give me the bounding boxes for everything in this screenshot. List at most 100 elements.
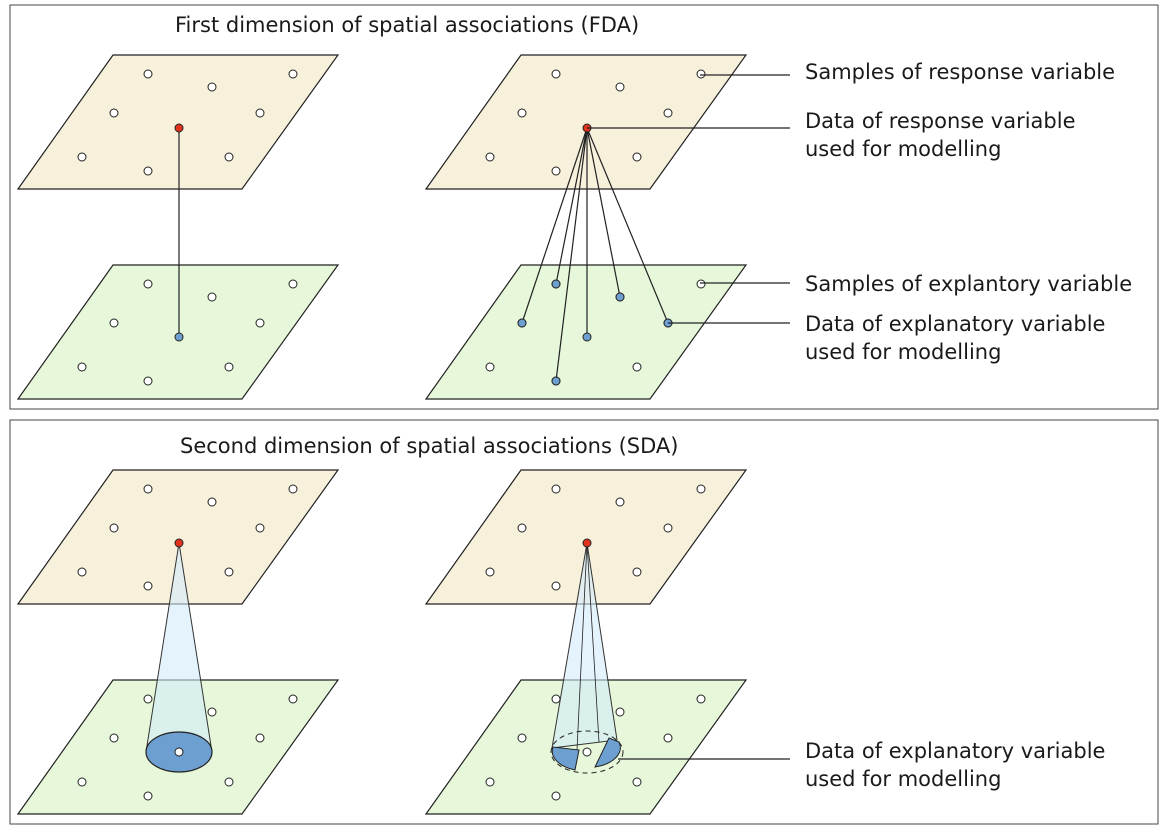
- sample-dot: [517, 108, 527, 118]
- sample-dot: [109, 108, 119, 118]
- sample-dot: [143, 376, 153, 386]
- label: Data of response variable: [805, 109, 1076, 133]
- plane: [424, 264, 748, 400]
- plane: [16, 54, 340, 190]
- panel-title: First dimension of spatial associations …: [175, 13, 639, 37]
- sample-dot: [143, 581, 153, 591]
- sample-dot: [77, 152, 87, 162]
- connector: [586, 127, 621, 298]
- sample-dot: [288, 484, 298, 494]
- label: Data of explanatory variable: [805, 312, 1105, 336]
- sample-dot: [109, 733, 119, 743]
- sample-dot: [224, 362, 234, 372]
- sample-dot: [207, 707, 217, 717]
- sample-dot: [485, 362, 495, 372]
- sample-dot: [582, 332, 592, 342]
- sample-dot: [615, 292, 625, 302]
- label: used for modelling: [805, 340, 1001, 364]
- sector: [551, 746, 580, 771]
- sample-dot: [77, 567, 87, 577]
- search-ring: [550, 730, 624, 774]
- sample-dot: [207, 497, 217, 507]
- sample-dot: [207, 292, 217, 302]
- sample-dot: [77, 777, 87, 787]
- plane: [424, 679, 748, 815]
- sample-dot: [551, 166, 561, 176]
- sample-dot: [615, 497, 625, 507]
- sample-dot: [551, 69, 561, 79]
- plane: [16, 469, 340, 605]
- sample-dot: [551, 694, 561, 704]
- sample-dot: [517, 523, 527, 533]
- sample-dot: [288, 279, 298, 289]
- sample-dot: [485, 567, 495, 577]
- sample-dot: [485, 152, 495, 162]
- connector: [576, 542, 588, 751]
- sample-dot: [517, 733, 527, 743]
- drawing: Samples of response variable Data of resp…: [16, 54, 1132, 815]
- sample-dot: [582, 747, 592, 757]
- sample-dot: [663, 523, 673, 533]
- sample-dot: [77, 362, 87, 372]
- panel-frame: [9, 4, 1159, 410]
- connector: [586, 127, 669, 324]
- sample-dot: [551, 791, 561, 801]
- sample-dot: [696, 279, 706, 289]
- sample-dot: [632, 777, 642, 787]
- sample-dot: [224, 777, 234, 787]
- sample-dot: [143, 694, 153, 704]
- connector: [521, 127, 588, 324]
- sample-dot: [255, 318, 265, 328]
- sample-dot: [143, 69, 153, 79]
- sample-dot: [485, 777, 495, 787]
- sample-dot: [109, 318, 119, 328]
- sample-dot: [696, 694, 706, 704]
- sample-dot: [224, 567, 234, 577]
- panel-title: Second dimension of spatial associations…: [180, 434, 679, 458]
- sample-dot: [255, 523, 265, 533]
- connector: [586, 542, 600, 743]
- label: used for modelling: [805, 137, 1001, 161]
- sample-dot: [551, 484, 561, 494]
- sample-dot: [632, 152, 642, 162]
- connector: [555, 127, 588, 285]
- sample-dot: [632, 362, 642, 372]
- sample-dot: [174, 332, 184, 342]
- sample-dot: [663, 108, 673, 118]
- sample-dot: [174, 747, 184, 757]
- sample-dot: [174, 538, 184, 548]
- sample-dot: [143, 791, 153, 801]
- connector: [555, 127, 588, 382]
- label: Data of explanatory variable: [805, 739, 1105, 763]
- sample-dot: [174, 123, 184, 133]
- label: Samples of explantory variable: [805, 272, 1132, 296]
- sample-dot: [255, 733, 265, 743]
- sample-dot: [696, 69, 706, 79]
- sample-dot: [143, 279, 153, 289]
- sample-dot: [207, 82, 217, 92]
- sample-dot: [288, 694, 298, 704]
- sample-dot: [224, 152, 234, 162]
- sample-dot: [615, 82, 625, 92]
- panel-frame: [9, 419, 1159, 825]
- sample-dot: [615, 707, 625, 717]
- sample-dot: [551, 581, 561, 591]
- cone: [551, 542, 618, 749]
- label: used for modelling: [805, 767, 1001, 791]
- sample-dot: [632, 567, 642, 577]
- sample-dot: [582, 538, 592, 548]
- label: Samples of response variable: [805, 60, 1115, 84]
- sample-dot: [551, 279, 561, 289]
- plane: [16, 264, 340, 400]
- sample-dot: [109, 523, 119, 533]
- sample-dot: [255, 108, 265, 118]
- sample-dot: [143, 166, 153, 176]
- plane: [424, 469, 748, 605]
- sample-dot: [551, 376, 561, 386]
- sample-dot: [288, 69, 298, 79]
- sector: [594, 737, 621, 768]
- sample-dot: [517, 318, 527, 328]
- sample-dot: [143, 484, 153, 494]
- sample-dot: [696, 484, 706, 494]
